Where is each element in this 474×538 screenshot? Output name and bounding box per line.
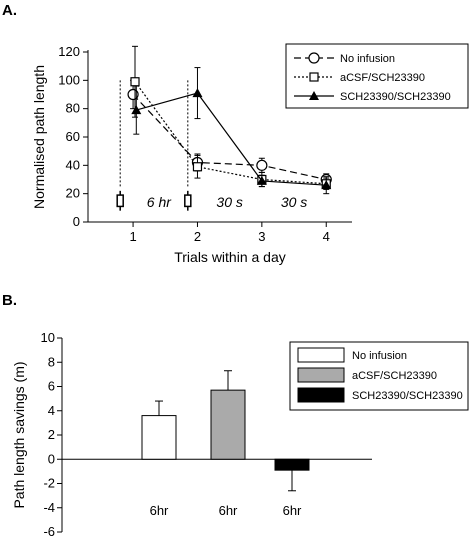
y-tick-label: 2: [48, 427, 55, 442]
legend-swatch: [297, 387, 345, 403]
data-point: [127, 88, 139, 101]
y-tick-label: 0: [73, 214, 80, 229]
legend-entry: No infusion: [340, 53, 395, 65]
legend-marker: [309, 91, 319, 100]
y-tick-label: 10: [41, 330, 55, 345]
interval-annotation: 30 s: [281, 194, 307, 210]
data-point: [192, 88, 203, 98]
y-tick-label: 120: [58, 44, 80, 59]
y-tick-label: 100: [58, 72, 80, 87]
x-tick-label: 4: [323, 229, 330, 244]
x-tick-label: 3: [258, 229, 265, 244]
legend-entry: SCH23390/SCH23390: [340, 91, 451, 103]
data-point: [192, 162, 203, 172]
data-point: [130, 77, 140, 87]
panel-b-label: B.: [2, 292, 17, 309]
legend-entry: SCH23390/SCH23390: [352, 390, 463, 402]
y-tick-label: 40: [66, 157, 80, 172]
legend-entry: aCSF/SCH23390: [340, 72, 425, 84]
data-point: [321, 180, 332, 190]
y-tick-label: 6: [48, 379, 55, 394]
y-axis-title: Normalised path length: [31, 65, 47, 209]
bar-category-label: 6hr: [283, 503, 302, 518]
y-axis-title: Path length savings (m): [11, 361, 27, 508]
y-tick-label: -6: [43, 524, 55, 538]
line-chart-panel-a: A. 0 20 40 60 80 100 120 1 2 3 4 Trials within a day…: [2, 2, 469, 265]
legend-marker: [308, 52, 320, 64]
infusion-marker: [116, 194, 124, 208]
y-tick-label: 60: [66, 129, 80, 144]
data-point: [131, 105, 142, 115]
bar: [141, 415, 177, 460]
y-tick-label: 8: [48, 354, 55, 369]
bar-category-label: 6hr: [219, 503, 238, 518]
y-tick-label: -4: [43, 500, 55, 515]
legend-entry: No infusion: [352, 350, 407, 362]
y-tick-label: 80: [66, 101, 80, 116]
data-point: [256, 159, 268, 171]
y-tick-label: -2: [43, 476, 55, 491]
x-axis-title: Trials within a day: [174, 249, 286, 265]
y-tick-label: 4: [48, 403, 55, 418]
interval-annotation: 30 s: [216, 194, 242, 210]
legend-swatch: [297, 347, 345, 363]
bar-category-label: 6hr: [150, 503, 169, 518]
data-point: [256, 175, 267, 185]
legend-marker: [309, 72, 319, 82]
x-tick-label: 1: [129, 229, 136, 244]
y-tick-label: 20: [66, 186, 80, 201]
series-line: [136, 92, 327, 186]
legend-swatch: [297, 367, 345, 383]
infusion-marker: [184, 194, 192, 208]
bar: [274, 458, 310, 471]
panel-a-label: A.: [2, 2, 17, 19]
y-tick-label: 0: [48, 451, 55, 466]
bar-chart-panel-b: B. -6 -4 -2 0 2 4 6 8 10 Path length savings (m) 6h…: [2, 292, 469, 538]
legend-entry: aCSF/SCH23390: [352, 370, 437, 382]
series-line: [132, 94, 327, 181]
x-tick-label: 2: [194, 229, 201, 244]
interval-annotation: 6 hr: [147, 194, 172, 210]
bar: [210, 389, 246, 460]
series-line: [134, 81, 327, 185]
